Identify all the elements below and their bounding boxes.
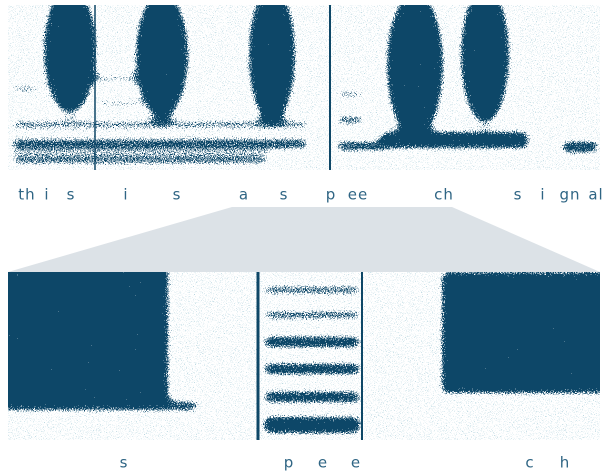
spectrogram-zoom xyxy=(8,272,600,440)
phoneme-label: s xyxy=(280,186,289,204)
spectrogram-full xyxy=(8,5,600,170)
phoneme-label: gn xyxy=(559,186,580,204)
phoneme-label: p xyxy=(326,186,337,204)
phoneme-label: i xyxy=(540,186,545,204)
top-labels: th i s i s a s p ee ch s i gn al xyxy=(18,186,603,204)
phoneme-label: ee xyxy=(348,186,368,204)
phoneme-label: e xyxy=(318,454,328,472)
phoneme-label: i xyxy=(123,186,128,204)
phoneme-label: s xyxy=(173,186,182,204)
phoneme-label: al xyxy=(588,186,603,204)
phoneme-label: e xyxy=(351,454,361,472)
phoneme-label: h xyxy=(560,454,571,472)
phoneme-label: ch xyxy=(434,186,454,204)
phoneme-label: s xyxy=(67,186,76,204)
phoneme-label: c xyxy=(525,454,534,472)
phoneme-label: th xyxy=(18,186,35,204)
phoneme-label: a xyxy=(239,186,249,204)
phoneme-label: s xyxy=(514,186,523,204)
phoneme-label: p xyxy=(284,454,295,472)
zoom-region xyxy=(8,207,600,272)
phoneme-label: i xyxy=(44,186,49,204)
phoneme-label: s xyxy=(120,454,129,472)
